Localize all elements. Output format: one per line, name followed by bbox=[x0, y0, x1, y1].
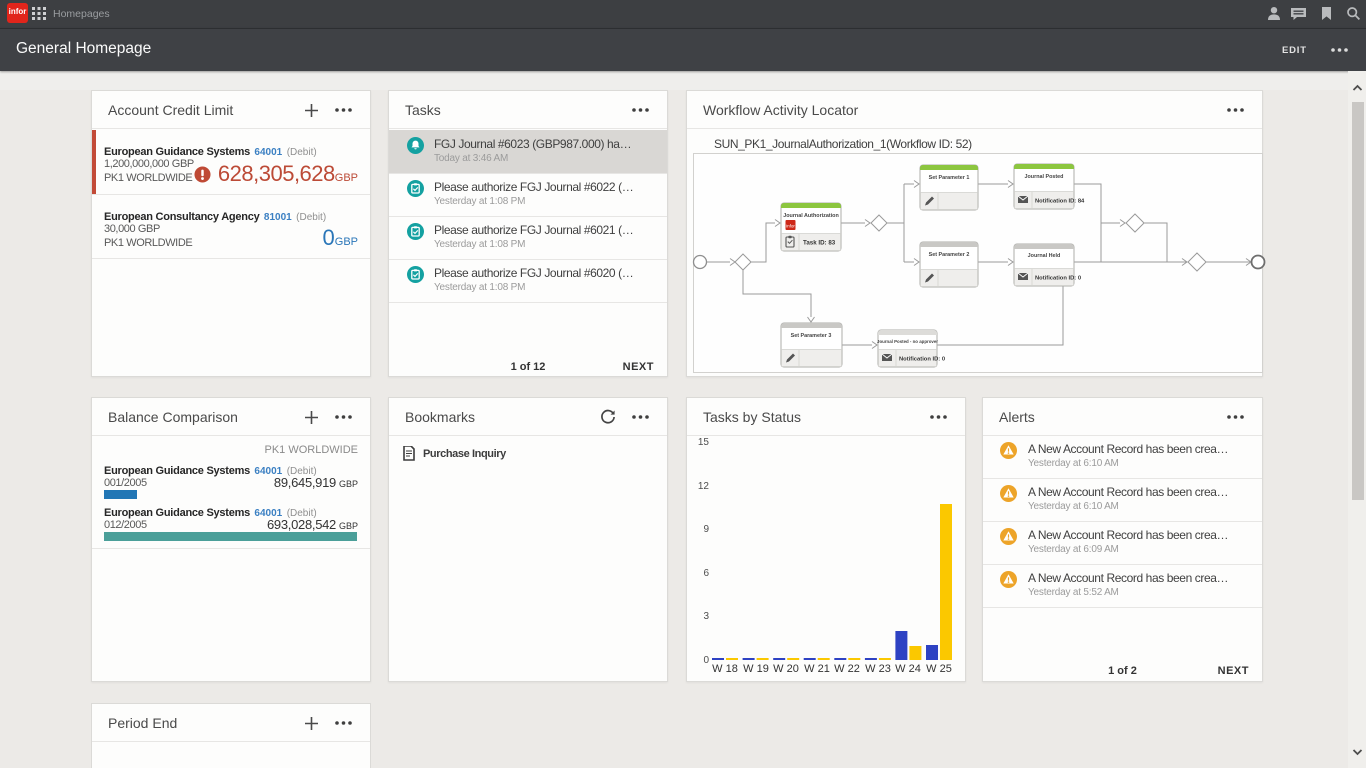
svg-text:Notification ID: 84: Notification ID: 84 bbox=[1035, 199, 1085, 205]
svg-text:Set Parameter 1: Set Parameter 1 bbox=[929, 175, 970, 181]
svg-text:Journal Held: Journal Held bbox=[1028, 253, 1061, 259]
svg-text:Notification ID: 0: Notification ID: 0 bbox=[899, 357, 945, 363]
svg-text:Task ID: 83: Task ID: 83 bbox=[803, 240, 836, 247]
svg-text:infor: infor bbox=[786, 224, 795, 229]
svg-text:Journal Authorization: Journal Authorization bbox=[783, 213, 839, 219]
svg-text:Notification ID: 0: Notification ID: 0 bbox=[1035, 276, 1081, 282]
svg-text:Set Parameter 3: Set Parameter 3 bbox=[791, 333, 832, 339]
svg-text:Journal Posted: Journal Posted bbox=[1025, 174, 1064, 180]
svg-text:Journal Posted - no approver: Journal Posted - no approver bbox=[877, 339, 938, 344]
svg-text:Set Parameter 2: Set Parameter 2 bbox=[929, 252, 970, 258]
